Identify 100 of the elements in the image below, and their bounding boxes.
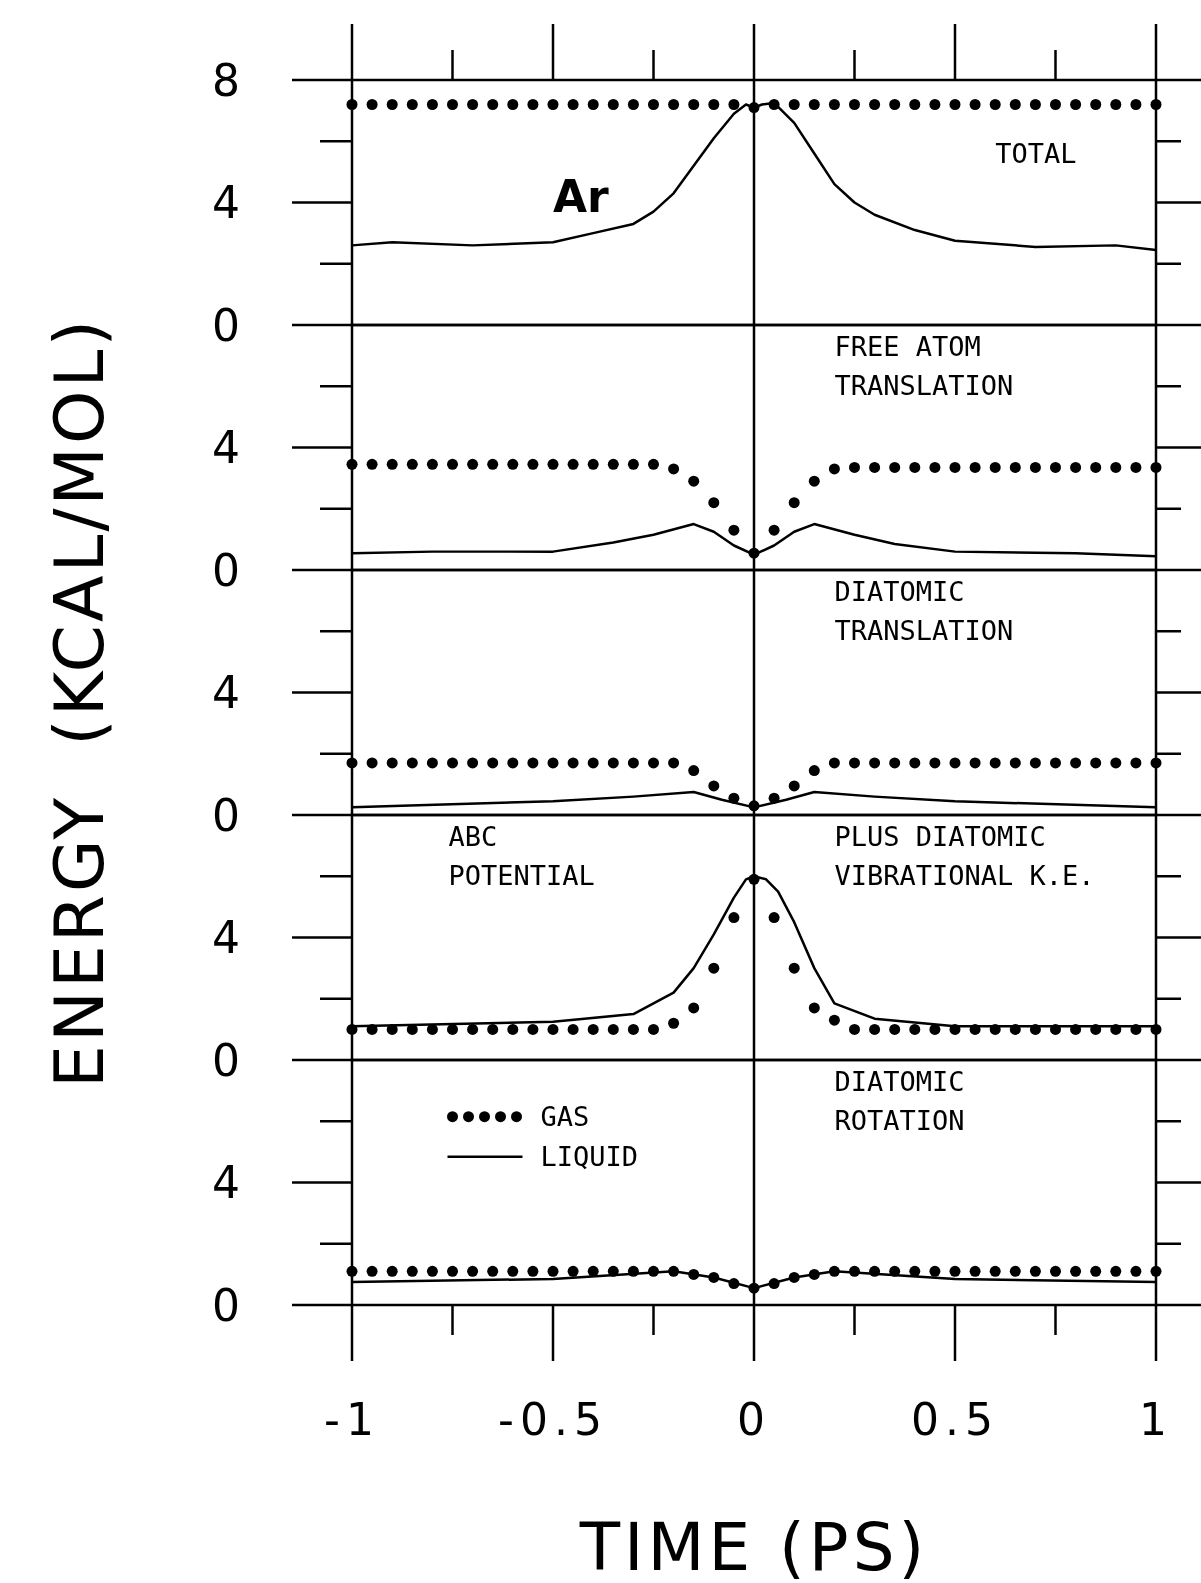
x-tick-label: 1: [1139, 1394, 1173, 1445]
annotation: Ar: [553, 170, 610, 222]
point: [627, 458, 639, 470]
point: [909, 757, 921, 769]
point: [346, 458, 358, 470]
point: [768, 524, 780, 536]
point: [989, 1265, 1001, 1277]
point: [768, 912, 780, 924]
point: [607, 458, 619, 470]
point: [668, 1017, 680, 1029]
point: [567, 458, 579, 470]
y-tick-label: 0: [212, 1279, 240, 1331]
point: [708, 497, 720, 509]
point: [406, 458, 418, 470]
point: [688, 765, 700, 777]
point: [1009, 757, 1021, 769]
point: [808, 765, 820, 777]
point: [808, 1002, 820, 1014]
point: [828, 757, 840, 769]
point: [648, 458, 659, 470]
point: [828, 463, 840, 475]
point: [849, 1023, 860, 1035]
point: [467, 757, 479, 769]
point: [728, 912, 740, 924]
point: [507, 1023, 519, 1035]
point: [1130, 1265, 1142, 1277]
point: [567, 1265, 579, 1277]
point: [607, 1023, 619, 1035]
point: [1150, 461, 1162, 473]
point: [587, 1023, 599, 1035]
point: [406, 1265, 418, 1277]
point: [1150, 1265, 1162, 1277]
point: [627, 1023, 639, 1035]
x-tick-label: 0.5: [911, 1394, 999, 1445]
point: [527, 458, 539, 470]
point: [989, 757, 1001, 769]
point: [788, 780, 800, 792]
point: [366, 458, 378, 470]
y-tick-label: 4: [212, 422, 240, 474]
point: [1110, 757, 1122, 769]
y-axis-title: ENERGY (KCAL/MOL): [40, 317, 119, 1088]
point: [1070, 757, 1082, 769]
y-tick-label: 4: [212, 1157, 240, 1209]
point: [627, 757, 639, 769]
point: [547, 1023, 559, 1035]
y-tick-label: 0: [212, 1034, 240, 1086]
point: [607, 757, 619, 769]
point: [688, 475, 700, 487]
point: [567, 1023, 579, 1035]
point: [587, 757, 599, 769]
point: [909, 1023, 921, 1035]
point: [386, 757, 398, 769]
point: [668, 463, 680, 475]
point: [527, 1265, 539, 1277]
x-tick-label: -0.5: [498, 1394, 608, 1445]
point: [889, 461, 901, 473]
y-tick-label: 8: [212, 54, 240, 106]
point: [1070, 1265, 1082, 1277]
point: [1009, 1265, 1021, 1277]
point: [949, 757, 961, 769]
point: [386, 1265, 398, 1277]
point: [889, 1023, 901, 1035]
point: [547, 757, 559, 769]
point: [969, 757, 981, 769]
point: [1070, 461, 1082, 473]
y-tick-label: 0: [212, 544, 240, 596]
point: [969, 461, 981, 473]
point: [708, 780, 720, 792]
point: [648, 757, 659, 769]
point: [386, 458, 398, 470]
point: [1029, 461, 1041, 473]
point: [426, 458, 438, 470]
point: [648, 1023, 659, 1035]
y-tick-label: 4: [212, 177, 240, 229]
point: [467, 458, 479, 470]
point: [828, 1014, 840, 1026]
point: [487, 1265, 499, 1277]
point: [788, 962, 800, 974]
point: [849, 461, 860, 473]
point: [547, 458, 559, 470]
point: [808, 475, 820, 487]
point: [1090, 757, 1102, 769]
point: [1090, 1265, 1102, 1277]
point: [426, 757, 438, 769]
point: [567, 757, 579, 769]
point: [889, 757, 901, 769]
point: [1009, 461, 1021, 473]
point: [527, 757, 539, 769]
point: [788, 497, 800, 509]
point: [668, 757, 680, 769]
point: [949, 1265, 961, 1277]
point: [487, 1023, 499, 1035]
y-tick-label: 4: [212, 667, 240, 719]
point: [426, 1265, 438, 1277]
point: [1050, 1265, 1061, 1277]
point: [1130, 461, 1142, 473]
point: [929, 1265, 941, 1277]
annotation: ABC POTENTIAL: [448, 820, 595, 891]
annotation: PLUS DIATOMIC VIBRATIONAL K.E.: [834, 820, 1095, 891]
annotation: TOTAL: [995, 137, 1077, 169]
